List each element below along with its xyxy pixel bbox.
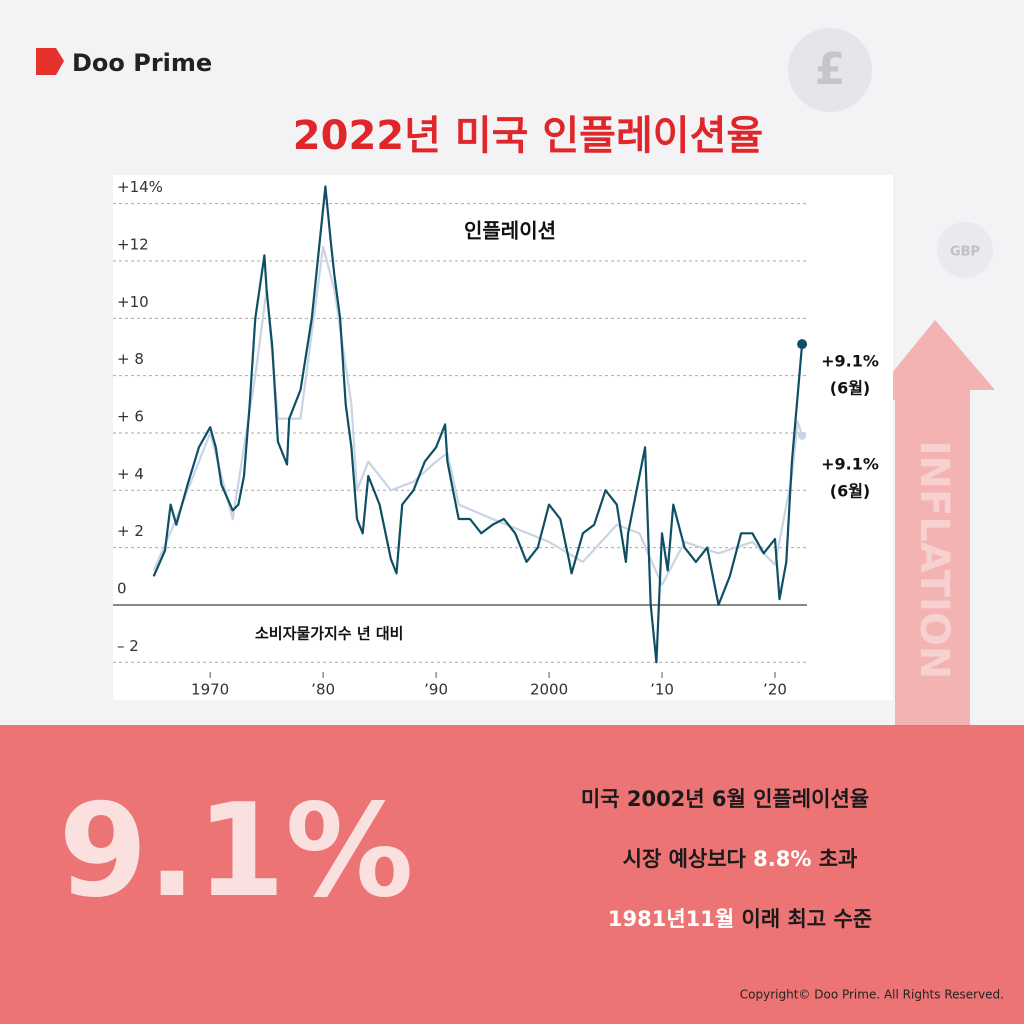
annotation: (6월): [830, 379, 870, 398]
text: 이래 최고 수준: [734, 907, 872, 931]
annotation: (6월): [830, 482, 870, 501]
summary-line: 1981년11월 이래 최고 수준: [608, 907, 872, 931]
text: 시장 예상보다: [623, 847, 754, 871]
y-tick-label: + 4: [117, 465, 144, 483]
plot: – 2 0 + 2 + 4 + 6 + 8 +10 +12 +14% 1970 ’80 ’90 2000…: [113, 178, 808, 699]
y-tick-label: + 2: [117, 522, 144, 540]
x-tick-label: 1970: [191, 681, 229, 699]
badge-text: GBP: [950, 245, 980, 260]
annotation: +9.1%: [821, 352, 879, 371]
y-tick-label: +12: [117, 235, 149, 253]
y-tick-label: +10: [117, 293, 149, 311]
x-tick-label: 2000: [530, 681, 568, 699]
y-tick-label: +14%: [117, 178, 163, 196]
end-point: [797, 339, 808, 350]
copyright: Copyright© Doo Prime. All Rights Reserve…: [740, 988, 1004, 1002]
annotation: +9.1%: [821, 455, 879, 474]
badge: [937, 222, 993, 278]
highlight-band: [0, 725, 1024, 1024]
y-tick-label: + 6: [117, 407, 144, 425]
brand: Doo Prime: [72, 49, 212, 77]
big-number: 9.1%: [59, 777, 414, 926]
x-tick-label: ’20: [763, 681, 787, 699]
logo-icon: [36, 48, 64, 75]
end-point: [798, 431, 807, 440]
summary-line: 시장 예상보다 8.8% 초과: [623, 847, 858, 871]
y-tick-label: + 8: [117, 350, 144, 368]
text: 초과: [811, 847, 857, 871]
coin-symbol: £: [815, 44, 846, 95]
title: 2022년 미국 인플레이션율: [293, 113, 763, 159]
emphasis: 8.8%: [753, 847, 811, 871]
series-line: [152, 185, 804, 664]
y-tick-label: – 2: [117, 637, 139, 655]
arrow-text: INFLATION: [911, 441, 957, 680]
arrow: [870, 320, 995, 725]
y-tick-label: 0: [117, 579, 127, 597]
coin: [788, 28, 872, 112]
x-tick-label: ’90: [424, 681, 448, 699]
x-tick-label: ’80: [311, 681, 335, 699]
emphasis: 1981년11월: [608, 907, 734, 931]
chart-panel: [113, 175, 893, 700]
summary-line: 미국 2002년 6월 인플레이션율: [581, 787, 869, 811]
x-tick-label: ’10: [650, 681, 674, 699]
axis-note: 소비자물가지수 년 대비: [255, 625, 403, 643]
chart-title: 인플레이션: [464, 219, 556, 243]
